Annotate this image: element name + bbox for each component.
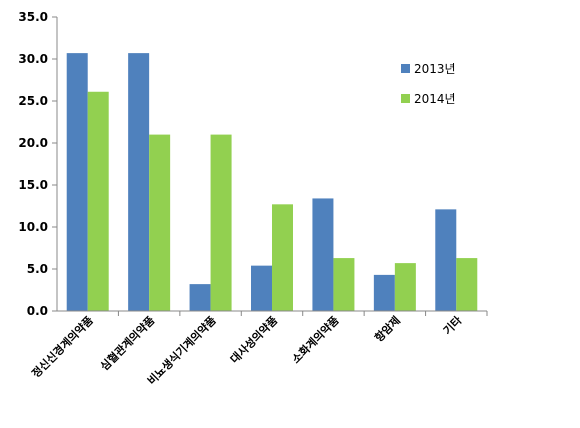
x-tick-label: 심혈관계의약품	[97, 313, 157, 373]
legend-swatch	[401, 94, 410, 103]
x-tick-label: 소화계의약품	[289, 313, 342, 366]
bar-2013-6	[435, 209, 457, 311]
y-tick-label: 25.0	[18, 94, 48, 108]
y-tick-label: 10.0	[18, 220, 48, 234]
y-tick-label: 15.0	[18, 178, 48, 192]
bar-2013-3	[251, 265, 272, 311]
bar-2013-5	[373, 274, 395, 311]
bar-2013-0	[66, 53, 88, 312]
bar-2013-4	[312, 198, 334, 311]
bar-2014-6	[456, 258, 478, 311]
legend-label: 2014년	[414, 92, 456, 106]
y-tick-label: 35.0	[18, 10, 48, 24]
bar-2014-2	[210, 134, 232, 311]
y-tick-label: 30.0	[18, 52, 48, 66]
legend-swatch	[401, 64, 410, 73]
x-tick-label: 항암제	[372, 313, 403, 344]
bar-2014-5	[394, 263, 416, 311]
bars	[66, 53, 478, 312]
x-tick-label: 기타	[440, 313, 465, 338]
x-tick-label: 정신신경계의약품	[29, 313, 96, 380]
bar-2014-3	[272, 204, 293, 311]
legend: 2013년 2014년	[401, 62, 456, 106]
legend-label: 2013년	[414, 62, 456, 76]
bar-2014-1	[149, 134, 171, 311]
bar-2013-2	[189, 284, 211, 311]
y-axis-ticks: 0.0 5.0 10.0 15.0 20.0 25.0 30.0 35.0	[18, 10, 57, 318]
bar-2014-0	[87, 91, 109, 311]
y-tick-label: 20.0	[18, 136, 48, 150]
y-tick-label: 0.0	[27, 304, 48, 318]
y-tick-label: 5.0	[27, 262, 48, 276]
bar-2013-1	[128, 53, 150, 312]
bar-2014-4	[333, 258, 355, 311]
x-tick-label: 대사성의약품	[227, 313, 280, 366]
